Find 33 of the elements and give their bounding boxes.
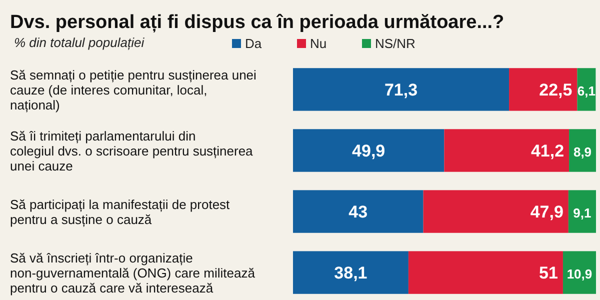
bar [293,68,510,111]
bar [569,129,596,172]
y-tick-label: Să participați la manifestații de protest pentru a susține o cauză [10,197,230,228]
bar [562,251,596,294]
y-tick-label: Să semnați o petiție pentru susținerea unei cauze (de interes comunitar, local, național) [10,67,257,112]
bar [444,129,570,172]
data-label: 47,9 [530,202,564,222]
legend-label: NS/NR [375,36,416,51]
y-tick-label: Să îi trimiteți parlamentarului din colegiul dvs. o scrisoare pentru susținerea unei cauze [10,128,254,174]
bar [293,129,444,172]
data-label: 6,1 [577,83,596,98]
legend-label: Da [245,36,262,51]
data-label: 41,2 [530,141,564,160]
bar [577,68,596,111]
bar [423,190,568,233]
bar [568,190,596,233]
data-label: 10,9 [566,266,592,282]
chart-title: Dvs. personal ați fi dispus ca în perioada următoare...? [10,12,504,33]
data-label: 51 [539,264,558,283]
data-label: 38,1 [334,264,368,283]
data-label: 43 [348,202,368,222]
legend-label: Nu [310,36,327,51]
y-tick-label: Să vă înscrieți într-o organizație non-guvernamentală (ONG) care militează pentru o cauză care vă interesează [10,250,256,296]
bar [509,68,578,111]
data-label: 22,5 [539,80,572,100]
data-label: 71,3 [384,80,418,100]
data-label: 8,9 [573,144,592,160]
data-label: 49,9 [352,141,386,160]
bar [408,251,563,294]
bar [293,251,408,294]
text: % din totalul populației [14,35,146,50]
bar [293,190,424,233]
data-label: 9,1 [573,206,592,221]
